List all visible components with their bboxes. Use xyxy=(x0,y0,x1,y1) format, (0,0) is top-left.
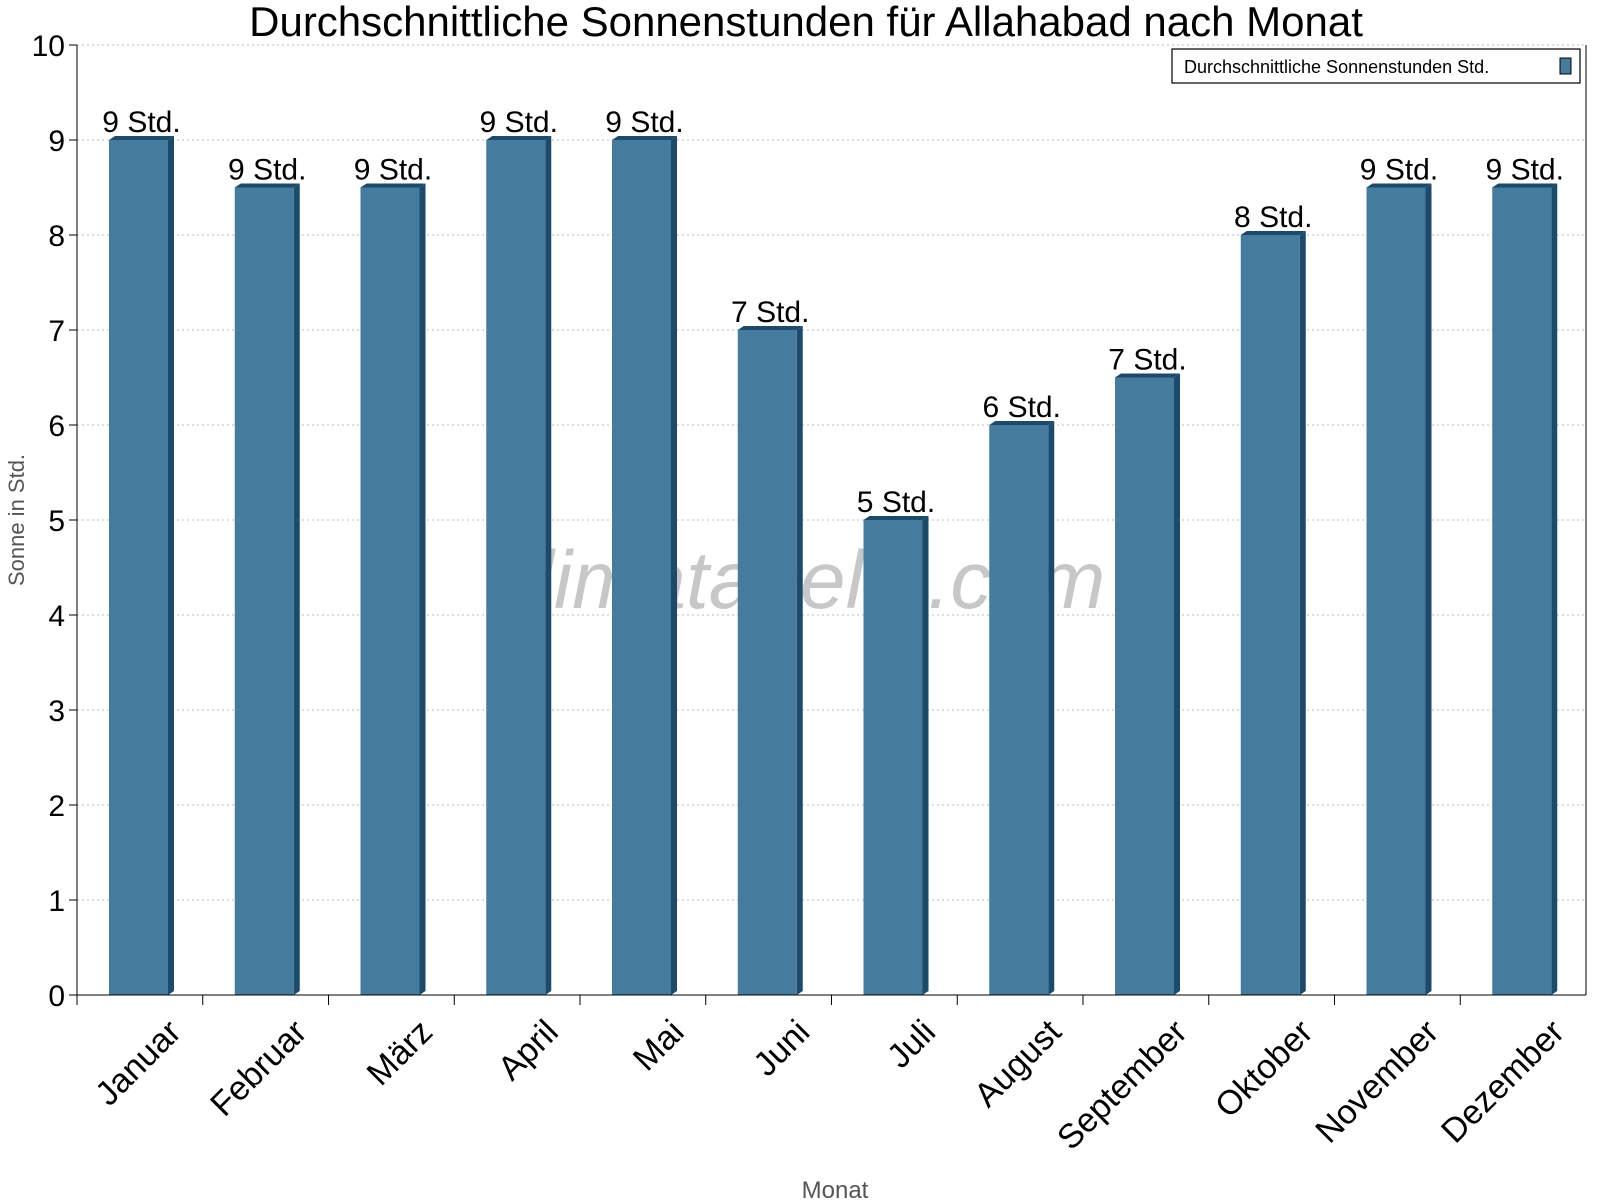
bar xyxy=(109,140,168,995)
bars: 9 Std. 9 Std. 9 Std. 9 Std. 9 Std. 7 Std. 5 St… xyxy=(102,106,1564,995)
x-tick-label: Juni xyxy=(746,1013,817,1084)
bar xyxy=(863,520,923,995)
bar-side xyxy=(1299,231,1306,995)
y-tick-label: 3 xyxy=(48,695,65,728)
bar xyxy=(486,140,546,995)
bar-side xyxy=(796,326,803,995)
y-tick-label: 9 xyxy=(48,125,65,158)
data-label: 7 Std. xyxy=(731,296,809,329)
bar-side xyxy=(293,183,300,995)
bar xyxy=(1366,187,1426,995)
data-label: 9 Std. xyxy=(480,106,558,139)
bar-side xyxy=(1174,373,1180,995)
bar xyxy=(234,187,294,995)
data-label: 9 Std. xyxy=(102,106,180,139)
x-tick-label: Oktober xyxy=(1208,1013,1320,1125)
x-tick-label: Dezember xyxy=(1434,1013,1572,1151)
y-tick-label: 10 xyxy=(32,30,65,63)
data-label: 8 Std. xyxy=(1234,201,1312,234)
bar-side xyxy=(545,136,552,995)
bar-side xyxy=(1425,183,1432,995)
bar-top xyxy=(612,136,677,140)
x-tick-label: März xyxy=(360,1013,440,1093)
x-tick-label: Mai xyxy=(626,1013,692,1079)
bar-top xyxy=(737,326,803,330)
data-label: 9 Std. xyxy=(1360,154,1438,187)
data-label: 9 Std. xyxy=(228,154,306,187)
bar-top xyxy=(989,421,1055,425)
bar xyxy=(1492,187,1552,995)
bar-side xyxy=(419,183,426,995)
bar-side xyxy=(671,136,677,995)
bar-side xyxy=(1551,183,1558,995)
y-tick-label: 4 xyxy=(48,600,65,633)
bar xyxy=(612,140,671,995)
y-axis-label: Sonne in Std. xyxy=(4,454,29,586)
gridlines xyxy=(77,44,1586,901)
x-tick-label: April xyxy=(491,1013,566,1088)
legend-box xyxy=(1171,48,1581,84)
bar-side xyxy=(1048,421,1055,995)
bar-side xyxy=(922,516,929,995)
bar-top xyxy=(234,183,300,188)
x-tick-label: November xyxy=(1308,1013,1446,1151)
x-tick-label: Januar xyxy=(88,1013,188,1113)
x-axis-label: Monat xyxy=(802,1177,869,1200)
y-tick-label: 7 xyxy=(48,315,65,348)
legend-swatch xyxy=(1559,57,1572,75)
y-tick-label: 0 xyxy=(48,980,65,1013)
data-label: 5 Std. xyxy=(857,486,935,519)
y-tick-label: 5 xyxy=(48,505,65,538)
y-tick-label: 6 xyxy=(48,410,65,443)
data-label: 9 Std. xyxy=(354,154,432,187)
x-tick-label: Juli xyxy=(880,1013,943,1076)
bar-top xyxy=(1115,373,1180,378)
bar-top xyxy=(360,183,426,188)
bar-top xyxy=(486,136,552,140)
y-tick-label: 1 xyxy=(48,885,65,918)
bar xyxy=(989,425,1049,995)
bar xyxy=(1240,235,1300,995)
data-label: 6 Std. xyxy=(983,391,1061,424)
bar-side xyxy=(168,136,174,995)
x-tick-label: Februar xyxy=(203,1013,314,1124)
y-tick-label: 8 xyxy=(48,220,65,253)
data-label: 9 Std. xyxy=(605,106,683,139)
data-label: 7 Std. xyxy=(1108,344,1186,377)
bar-top xyxy=(1366,183,1432,188)
y-tick-label: 2 xyxy=(48,790,65,823)
bar-top xyxy=(109,136,174,140)
bar-top xyxy=(863,516,929,520)
bar xyxy=(360,187,420,995)
bar-top xyxy=(1240,231,1306,235)
x-tick-label: September xyxy=(1050,1013,1194,1157)
chart-title: Durchschnittliche Sonnenstunden für Alla… xyxy=(249,0,1363,45)
legend: Durchschnittliche Sonnenstunden Std. xyxy=(1171,48,1581,84)
bar xyxy=(1115,377,1174,995)
legend-label: Durchschnittliche Sonnenstunden Std. xyxy=(1184,57,1489,77)
x-tick-label: August xyxy=(967,1012,1069,1114)
bar-top xyxy=(1492,183,1558,188)
bar xyxy=(737,330,797,995)
data-label: 9 Std. xyxy=(1486,154,1564,187)
